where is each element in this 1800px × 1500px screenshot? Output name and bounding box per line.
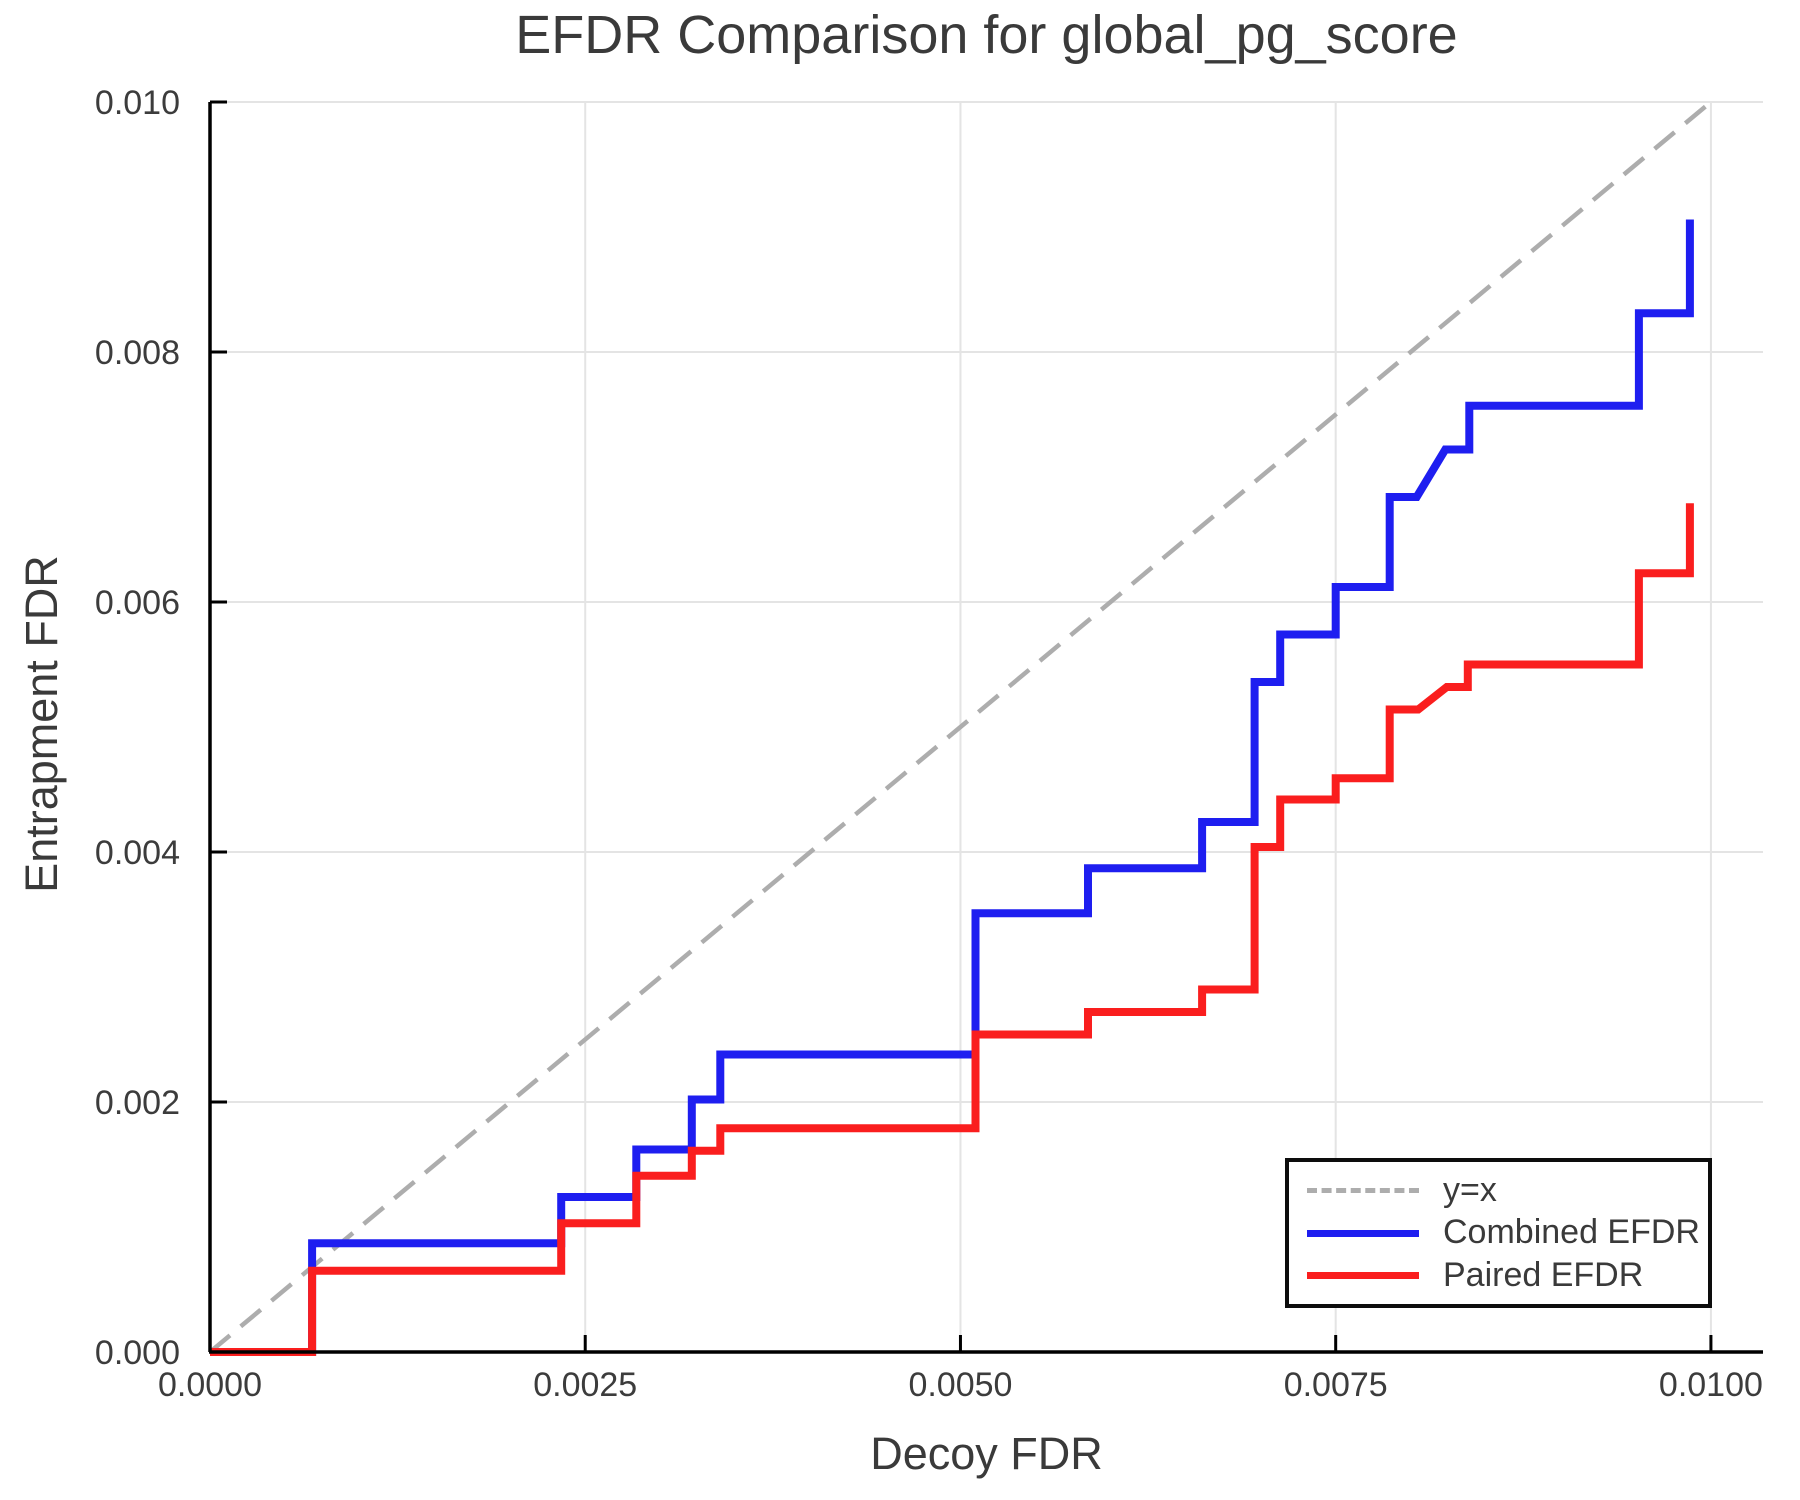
- x-tick-label: 0.0075: [1284, 1366, 1388, 1404]
- x-tick-label: 0.0100: [1659, 1366, 1763, 1404]
- legend-item-label: y=x: [1443, 1170, 1497, 1209]
- line-swatch-icon: [1307, 1229, 1419, 1237]
- chart-title: EFDR Comparison for global_pg_score: [515, 5, 1458, 65]
- x-tick-label: 0.0025: [533, 1366, 637, 1404]
- y-tick-label: 0.006: [95, 584, 180, 622]
- x-tick-label: 0.0050: [908, 1366, 1012, 1404]
- y-tick-label: 0.002: [95, 1084, 180, 1122]
- y-tick-label: 0.010: [95, 84, 180, 122]
- series-paired-efdr: [210, 503, 1694, 1356]
- legend-item: Combined EFDR: [1307, 1213, 1702, 1252]
- y-tick-label: 0.000: [95, 1334, 180, 1372]
- legend-item-label: Combined EFDR: [1443, 1213, 1700, 1252]
- dashed-line-icon: [1307, 1188, 1419, 1194]
- line-swatch-icon: [1307, 1271, 1419, 1279]
- series-y-x: [208, 100, 1713, 1354]
- y-axis-label: Entrapment FDR: [16, 555, 67, 893]
- x-tick-label: 0.0000: [158, 1366, 262, 1404]
- y-tick-label: 0.008: [95, 334, 180, 372]
- legend: y=x Combined EFDR Paired EFDR: [1285, 1158, 1712, 1308]
- y-tick-label: 0.004: [95, 834, 180, 872]
- legend-item: y=x: [1307, 1170, 1702, 1209]
- x-axis-label: Decoy FDR: [870, 1428, 1103, 1479]
- legend-item-label: Paired EFDR: [1443, 1255, 1644, 1294]
- legend-item: Paired EFDR: [1307, 1255, 1702, 1294]
